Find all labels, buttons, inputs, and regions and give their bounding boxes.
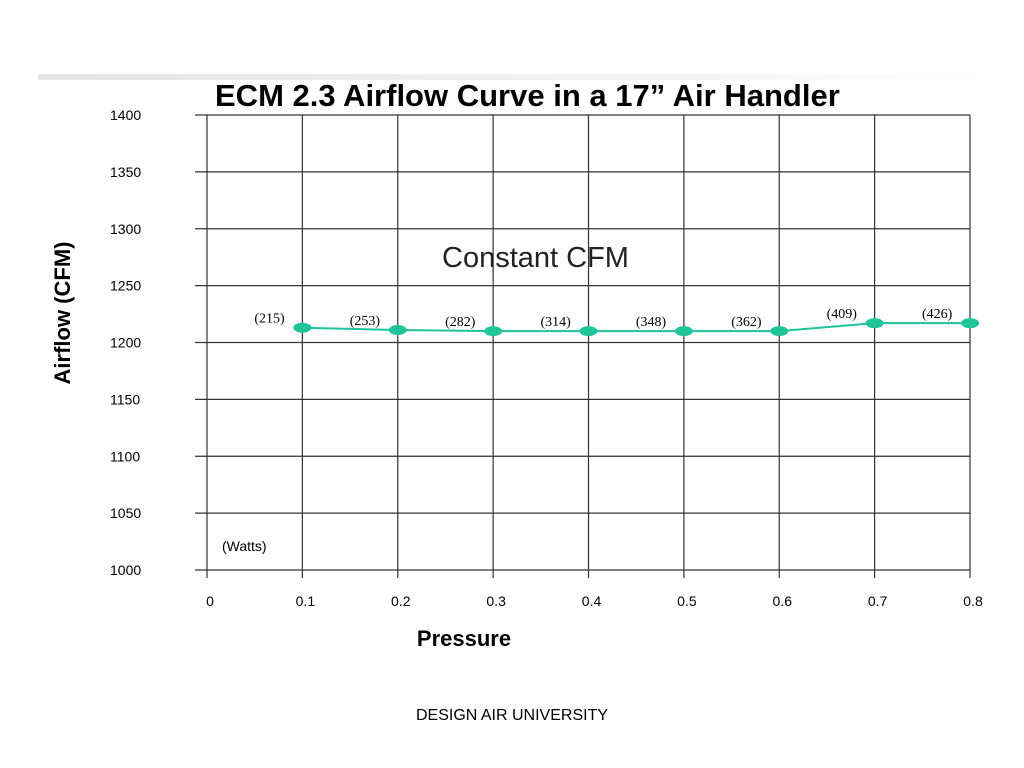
data-point	[293, 322, 312, 333]
data-label: (409)	[827, 307, 858, 322]
data-label: (215)	[254, 312, 285, 327]
data-point	[770, 326, 789, 337]
x-tick-label: 0.3	[486, 593, 506, 609]
y-tick-label: 1250	[110, 278, 141, 294]
x-axis-title: Pressure	[417, 626, 511, 651]
data-label: (253)	[350, 314, 381, 329]
y-tick-label: 1100	[110, 448, 140, 464]
data-label: (348)	[636, 315, 667, 330]
data-point	[961, 318, 979, 329]
data-point	[579, 326, 598, 337]
x-tick-label: 0	[206, 593, 214, 609]
data-point	[674, 326, 693, 337]
x-tick-label: 0.2	[391, 593, 411, 609]
data-label: (426)	[922, 307, 953, 322]
chart-title: ECM 2.3 Airflow Curve in a 17” Air Handl…	[215, 78, 840, 113]
y-tick-label: 1350	[110, 164, 141, 180]
x-tick-label: 0.7	[868, 593, 888, 609]
data-label: (362)	[731, 315, 762, 330]
data-point	[388, 324, 407, 335]
grid-lines	[195, 114, 971, 578]
x-tick-label: 0.5	[677, 593, 697, 609]
x-tick-label: 0.1	[296, 593, 316, 609]
y-tick-label: 1150	[110, 391, 140, 407]
x-tick-label: 0.8	[963, 593, 983, 609]
x-tick-label: 0.6	[773, 593, 793, 609]
data-labels: (215) (253) (282) (314) (348) (362) (409) (426)	[254, 307, 952, 330]
title-underline-bar	[38, 74, 988, 80]
constant-cfm-annotation: Constant CFM	[442, 242, 629, 274]
footer-text: DESIGN AIR UNIVERSITY	[415, 707, 609, 724]
series-line	[302, 322, 970, 333]
data-series	[293, 318, 979, 337]
tick-labels: 1000 1050 1100 1150 1200 1250 1300 1350 1400 0 0.1…	[110, 107, 983, 609]
y-tick-label: 1000	[110, 562, 141, 578]
y-tick-label: 1300	[110, 221, 141, 237]
y-axis-title: Airflow (CFM)	[50, 242, 75, 385]
data-point	[865, 318, 884, 329]
data-label: (314)	[541, 315, 572, 330]
y-tick-label: 1400	[110, 107, 141, 123]
data-point	[484, 326, 503, 337]
watts-unit-annotation: (Watts)	[222, 538, 267, 554]
y-tick-label: 1200	[110, 335, 141, 351]
x-tick-label: 0.4	[582, 593, 602, 609]
data-label: (282)	[445, 315, 476, 330]
y-tick-label: 1050	[110, 505, 141, 521]
